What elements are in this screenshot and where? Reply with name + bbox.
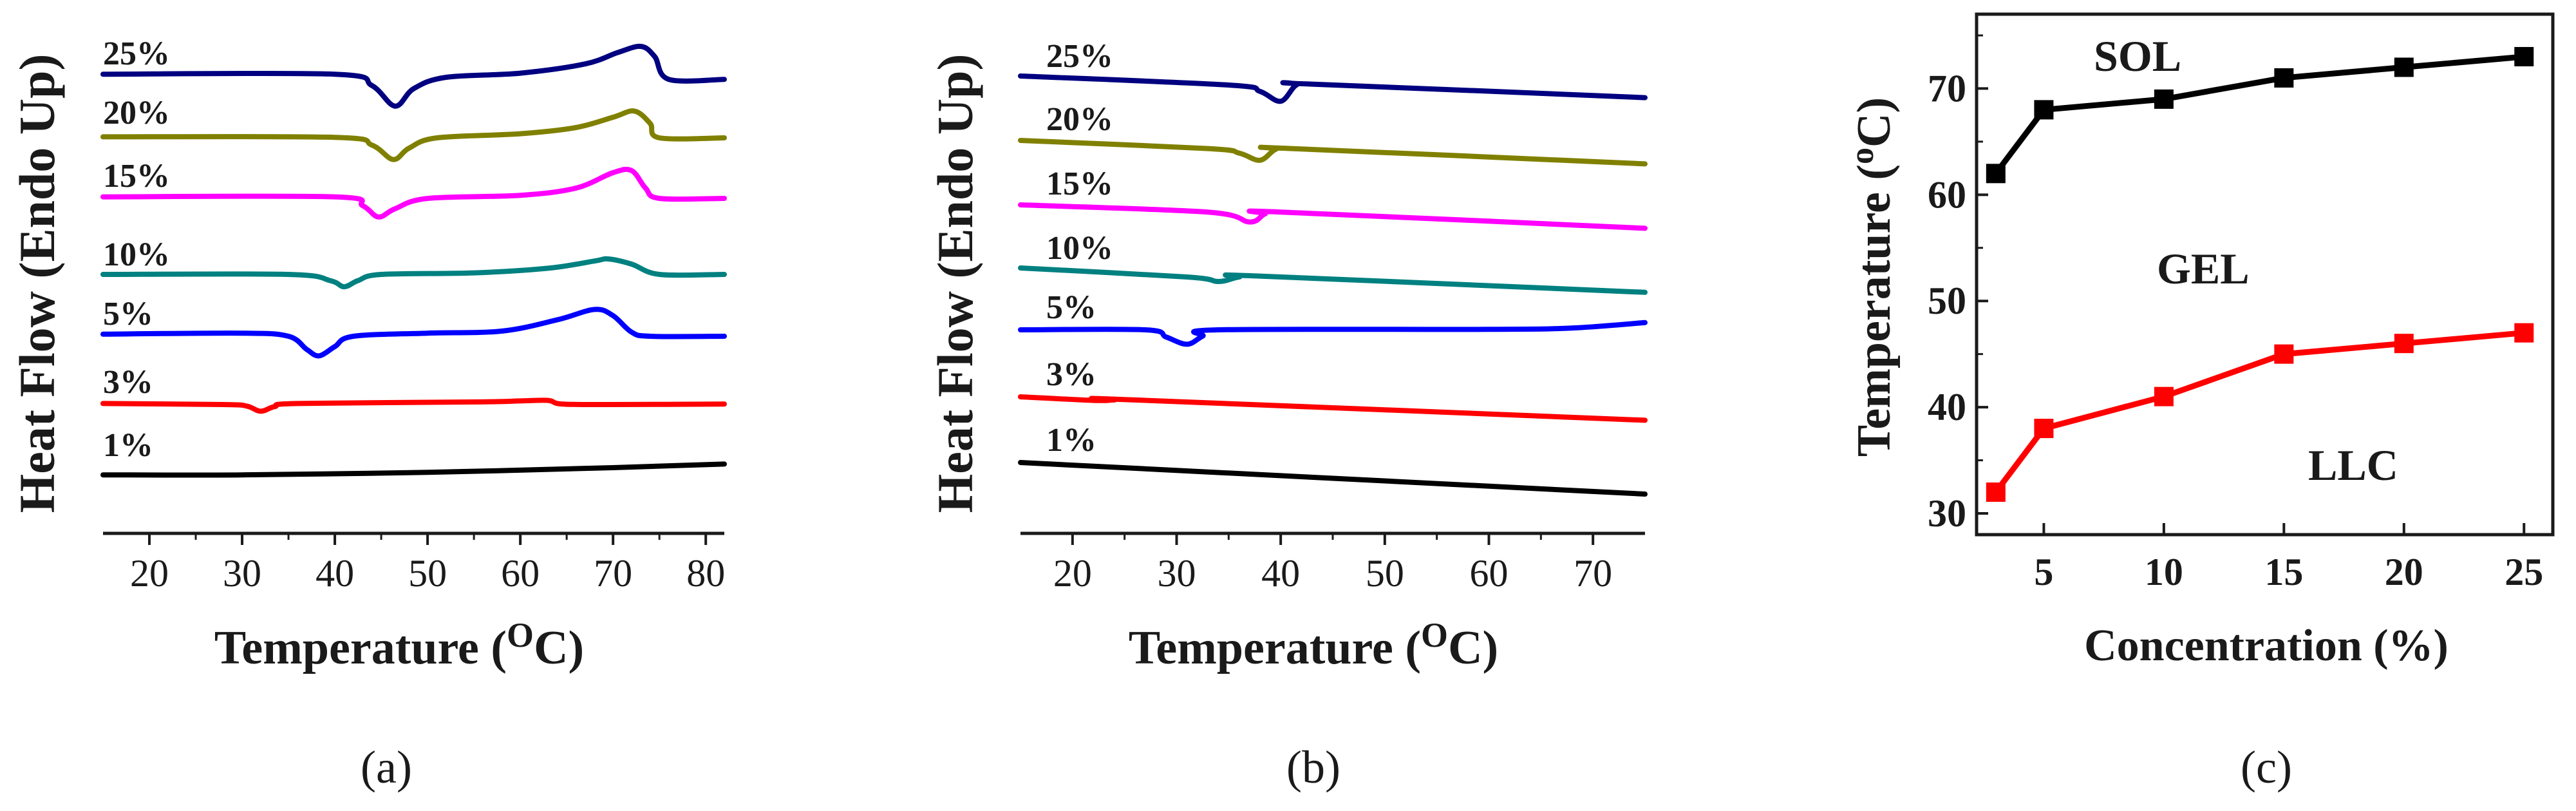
series-label-20pct: 20% [103, 95, 170, 131]
panel-b-y-axis-label: Heat Flow (Endo Up) [927, 54, 983, 513]
series-line-1pct [1018, 460, 1648, 497]
series-label-3pct: 3% [1046, 356, 1096, 393]
x-tick-label: 60 [1470, 552, 1509, 595]
panel-c-plot-frame [1975, 12, 2555, 537]
series-line-15pct [1018, 202, 1648, 231]
panel-b-series-labels: 1% 3% 5% 10% 15% 20% 25% [1046, 38, 1113, 459]
series-line-25pct [1018, 73, 1648, 104]
panel-c-series [1986, 46, 2534, 502]
panel-b-x-ticks: 20 30 40 50 60 70 [1053, 533, 1612, 595]
series-line-15pct [100, 166, 727, 220]
y-tick-label: 40 [1928, 386, 1966, 428]
series-label-25pct: 25% [1046, 38, 1113, 75]
data-point-marker [2034, 419, 2054, 439]
data-point-marker [2394, 57, 2414, 77]
panel-c-x-axis-label: Concentration (%) [2084, 621, 2449, 671]
series-line-5pct [1018, 320, 1648, 347]
series-label-15pct: 15% [1046, 166, 1113, 202]
panel-b-label: (b) [1286, 741, 1340, 793]
x-tick-label: 20 [2385, 551, 2423, 593]
x-tick-label: 80 [686, 552, 725, 595]
data-point-marker [1986, 164, 2006, 184]
x-tick-label: 70 [594, 552, 632, 595]
series-label-20pct: 20% [1046, 101, 1113, 138]
panel-a-label: (a) [361, 741, 412, 793]
x-tick-label: 10 [2145, 551, 2183, 593]
data-point-marker [2514, 323, 2534, 343]
series-label-1pct: 1% [1046, 422, 1096, 459]
data-point-marker [2154, 386, 2174, 406]
series-line-3pct [100, 397, 727, 414]
panel-c: 5 10 15 20 25 30 40 50 60 70 SOL GEL LLC Tempera… [1844, 12, 2555, 793]
panel-b: 20 30 40 50 60 70 1% 3% 5% 10% 15% 20% 25% Heat Flo… [927, 38, 1648, 793]
panel-c-y-ticks: 30 40 50 60 70 [1928, 34, 1988, 535]
series-line-20pct [100, 108, 727, 162]
series-label-3pct: 3% [103, 364, 153, 401]
data-point-marker [2274, 68, 2294, 88]
series-line-5pct [100, 307, 727, 359]
panel-b-series [1018, 73, 1648, 497]
series-line-3pct [1018, 394, 1648, 423]
x-tick-label: 25 [2505, 551, 2543, 593]
panel-a-x-axis-label: Temperature (OC) [214, 616, 584, 674]
x-tick-label: 60 [501, 552, 540, 595]
data-point-marker [1986, 482, 2006, 502]
y-tick-label: 50 [1928, 280, 1966, 322]
panel-c-x-ticks: 5 10 15 20 25 [2034, 523, 2543, 593]
series-label-1pct: 1% [103, 427, 153, 464]
panel-c-label: (c) [2241, 741, 2292, 793]
y-tick-label: 70 [1928, 67, 1966, 110]
x-tick-label: 15 [2264, 551, 2303, 593]
panel-a-y-axis-label: Heat Flow (Endo Up) [9, 54, 65, 513]
panel-a-x-ticks: 20 30 40 50 60 70 80 [130, 533, 725, 595]
panel-b-x-axis-label: Temperature (OC) [1129, 616, 1498, 674]
x-tick-label: 50 [1366, 552, 1404, 595]
series-label-5pct: 5% [1046, 289, 1096, 326]
data-point-marker [2274, 344, 2294, 364]
series-line-1pct [100, 461, 727, 478]
data-point-marker [2154, 89, 2174, 109]
series-label-5pct: 5% [103, 296, 153, 332]
x-tick-label: 40 [315, 552, 354, 595]
series-line-10pct [100, 256, 727, 290]
x-tick-label: 30 [1158, 552, 1196, 595]
x-tick-label: 20 [1053, 552, 1092, 595]
series-line-10pct [1018, 265, 1648, 295]
series-label-10pct: 10% [103, 236, 170, 273]
panel-a-series [100, 43, 727, 478]
panel-c-y-axis-label: Temperature (oC) [1844, 97, 1901, 457]
x-tick-label: 50 [408, 552, 447, 595]
y-tick-label: 60 [1928, 173, 1966, 216]
annotation-sol: SOL [2094, 32, 2181, 81]
series-line-25pct [100, 43, 727, 109]
data-point-marker [2514, 46, 2534, 66]
x-tick-label: 30 [223, 552, 261, 595]
panel-a: 20 30 40 50 60 70 80 1% 3% 5% 10% 15% 20% 25% Heat F… [9, 35, 727, 793]
x-tick-label: 5 [2034, 551, 2053, 593]
series-label-15pct: 15% [103, 158, 170, 195]
x-tick-label: 40 [1261, 552, 1300, 595]
annotation-llc: LLC [2308, 441, 2398, 490]
data-point-marker [2394, 334, 2414, 354]
panel-a-series-labels: 1% 3% 5% 10% 15% 20% 25% [103, 35, 170, 464]
data-point-marker [2034, 100, 2054, 120]
annotation-gel: GEL [2157, 244, 2250, 293]
series-label-25pct: 25% [103, 35, 170, 72]
series-line-20pct [1018, 138, 1648, 167]
y-tick-label: 30 [1928, 492, 1966, 535]
phase-line-sol-gel [1993, 53, 2524, 176]
x-tick-label: 20 [130, 552, 169, 595]
x-tick-label: 70 [1574, 552, 1612, 595]
series-label-10pct: 10% [1046, 230, 1113, 267]
phase-line-gel-llc [1993, 330, 2524, 494]
